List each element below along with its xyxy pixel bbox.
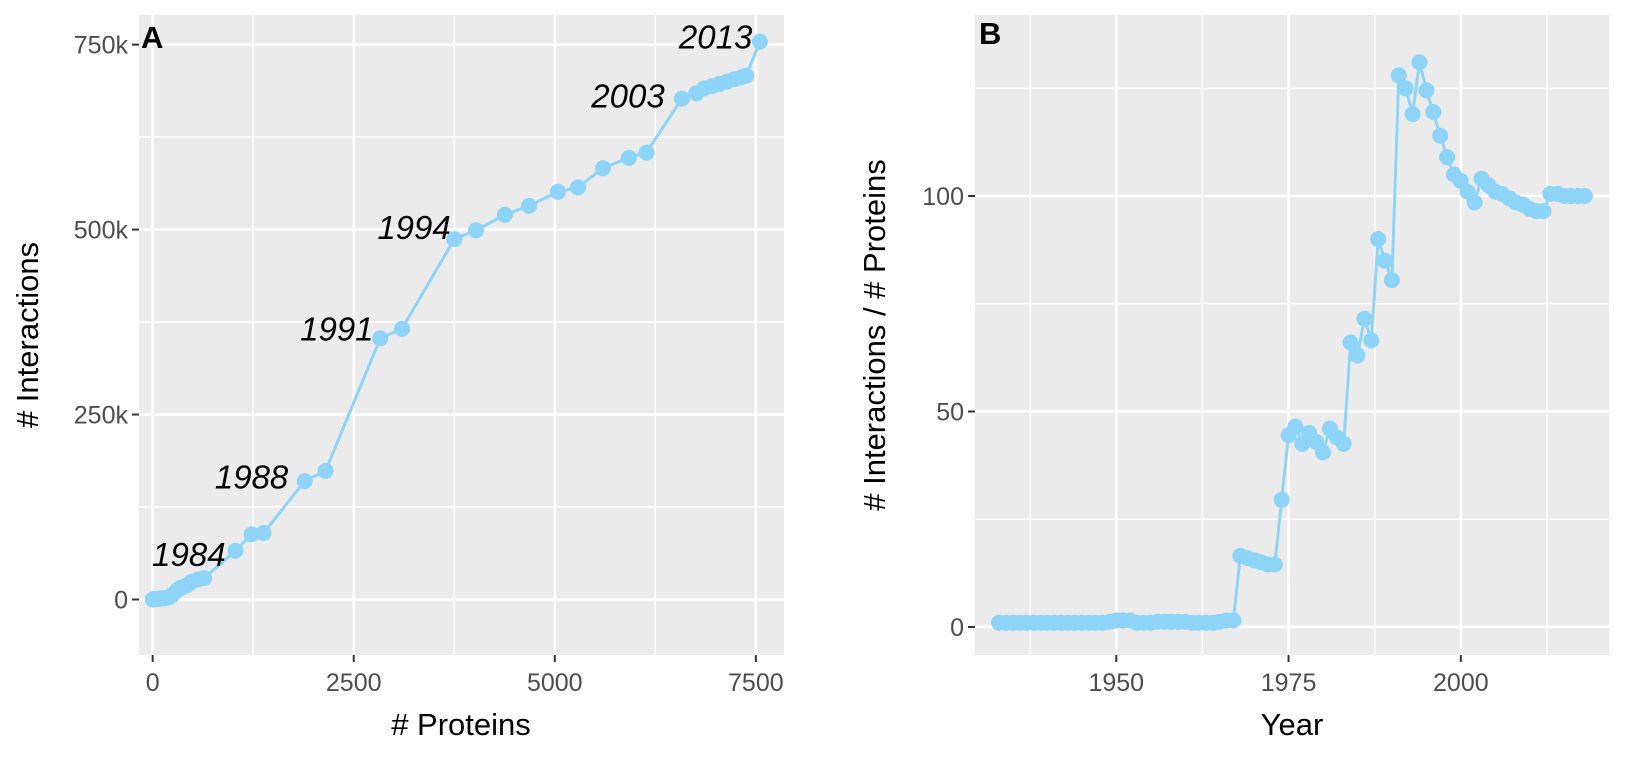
data-point (1335, 435, 1352, 452)
data-point (1363, 332, 1380, 349)
data-point (738, 67, 755, 84)
x-tick-label: 7500 (728, 669, 784, 697)
data-point (1377, 252, 1393, 269)
data-point (1315, 444, 1331, 461)
y-tick-label: 750k (74, 32, 129, 60)
y-tick-label: 50 (936, 398, 964, 426)
data-point (1418, 82, 1435, 99)
data-point (550, 183, 566, 200)
data-point (255, 524, 272, 541)
data-point (196, 570, 213, 587)
data-point (570, 179, 587, 196)
x-tick-label: 5000 (527, 669, 583, 697)
data-point (1576, 188, 1593, 204)
x-tick-label: 1975 (1261, 669, 1317, 697)
data-point (1404, 106, 1421, 123)
data-point (227, 542, 244, 559)
panel-a-background (139, 15, 784, 655)
y-tick-label: 250k (74, 402, 129, 430)
x-tick-label: 2000 (1433, 669, 1489, 697)
data-point (751, 33, 768, 50)
data-point (1349, 347, 1366, 364)
data-point (243, 526, 260, 543)
year-annotation: 2003 (590, 77, 665, 114)
data-point (638, 144, 655, 161)
panel-b-x-axis-title: Year (1261, 707, 1324, 742)
data-point (620, 149, 637, 166)
data-point (1225, 612, 1242, 629)
panel-a-axes: 0 2500 5000 7500 0 250k 500k 750k (74, 32, 784, 697)
panel-a-y-axis-title: # Interactions (10, 242, 45, 428)
x-tick-label: 1950 (1088, 669, 1144, 697)
data-point (1370, 231, 1387, 248)
data-point (1273, 491, 1290, 508)
data-point (1535, 203, 1552, 220)
panel-b: 1950 1975 2000 0 50 100 B Year # Interactions… (857, 15, 1609, 742)
data-point (1383, 272, 1400, 289)
data-point (1425, 104, 1442, 120)
y-tick-label: 500k (74, 217, 129, 245)
data-point (1266, 556, 1283, 573)
panel-a-x-axis-title: # Proteins (391, 707, 531, 742)
panel-a-grid (139, 15, 784, 655)
panel-a-annotations: 1984 1988 1991 1994 2003 2013 (152, 18, 753, 573)
data-point (317, 462, 334, 479)
data-point (673, 90, 690, 107)
data-point (1342, 334, 1359, 351)
year-annotation: 2013 (678, 18, 753, 55)
data-point (1390, 67, 1407, 84)
data-point (1397, 80, 1414, 97)
data-point (595, 160, 611, 177)
data-point (496, 206, 513, 223)
year-annotation: 1991 (300, 311, 373, 348)
data-point (1356, 310, 1373, 327)
data-point (1411, 54, 1428, 71)
data-point (446, 231, 463, 248)
data-point (468, 222, 484, 239)
data-point (1287, 418, 1304, 435)
data-point (521, 197, 538, 214)
year-annotation: 1994 (377, 209, 450, 246)
panel-b-background (975, 15, 1609, 655)
data-point (394, 320, 410, 337)
panel-a-tag: A (141, 20, 163, 55)
data-point (296, 473, 313, 490)
year-annotation: 1984 (152, 536, 225, 573)
x-tick-label: 0 (146, 669, 160, 697)
year-annotation: 1988 (215, 459, 289, 496)
y-tick-label: 0 (950, 614, 964, 642)
y-tick-label: 100 (922, 183, 964, 211)
x-tick-label: 2500 (326, 669, 382, 697)
data-point (1439, 149, 1456, 166)
panel-b-tag: B (979, 16, 1001, 51)
y-tick-label: 0 (114, 587, 128, 615)
data-point (1466, 194, 1483, 211)
panel-b-series (991, 54, 1593, 631)
panel-a-series (144, 33, 768, 608)
data-point (1432, 127, 1449, 144)
panel-b-y-axis-title: # Interactions / # Proteins (857, 159, 892, 511)
data-point (372, 330, 389, 347)
panel-b-axes: 1950 1975 2000 0 50 100 (922, 183, 1488, 697)
